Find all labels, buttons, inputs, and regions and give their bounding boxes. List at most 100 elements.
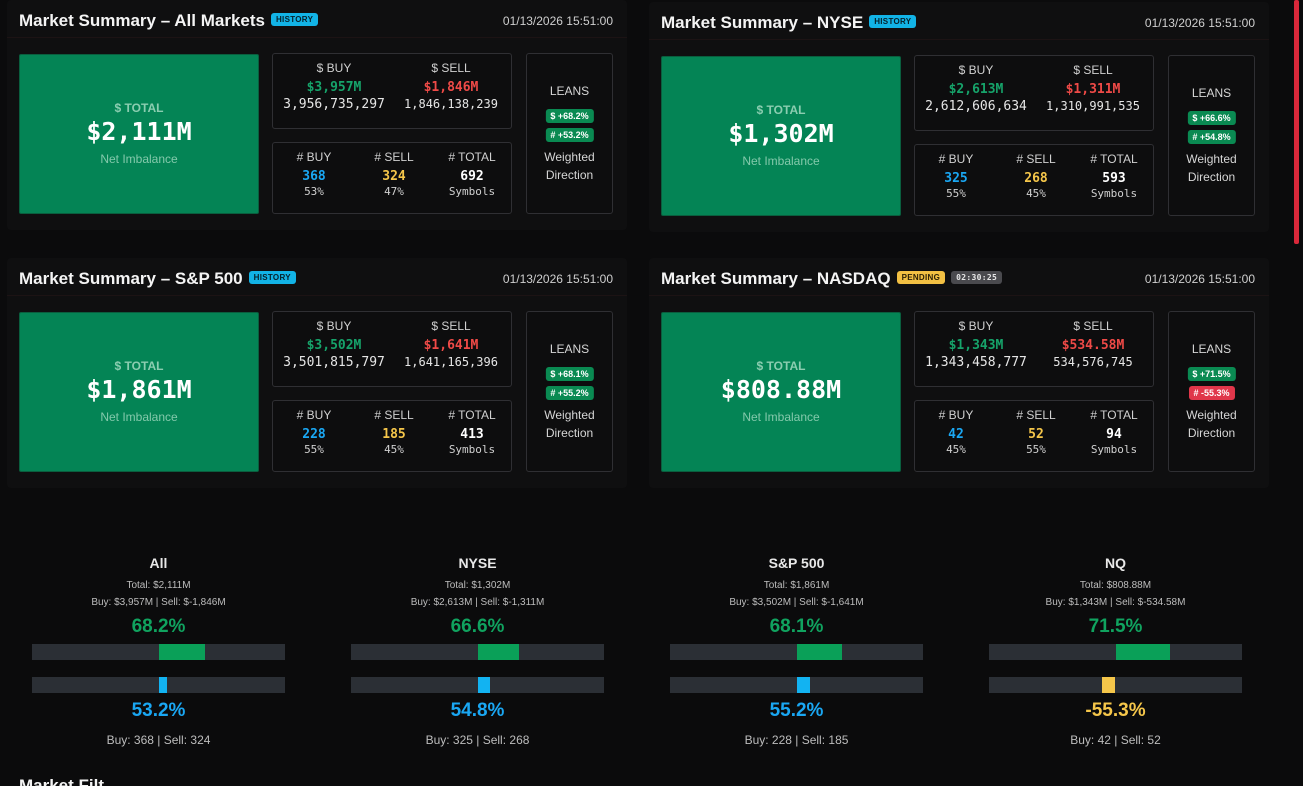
weighted-direction-label: Weighted Direction — [1169, 406, 1254, 442]
count-buy-column: # BUY 325 55% — [915, 152, 997, 200]
timestamp: 01/13/2026 15:51:00 — [502, 14, 613, 28]
total-label: $ TOTAL — [756, 359, 806, 373]
market-summary-panel: Market Summary – NASDAQ PENDING 02:30:25 01… — [649, 258, 1269, 488]
count-sell-column: # SELL 185 45% — [353, 408, 435, 456]
count-sell-label: # SELL — [1016, 152, 1056, 166]
dollar-buy-raw: 3,501,815,797 — [283, 355, 385, 370]
dollar-lean-pill: $ +66.6% — [1187, 111, 1236, 125]
net-imbalance-card[interactable]: $ TOTAL $2,111M Net Imbalance — [19, 54, 259, 214]
count-buy-label: # BUY — [938, 408, 974, 422]
gauge-counts: Buy: 228 | Sell: 185 — [744, 733, 849, 747]
count-sell-value: 324 — [382, 169, 406, 184]
timestamp: 01/13/2026 15:51:00 — [1144, 16, 1255, 30]
count-lean-bar — [32, 677, 285, 693]
leans-title: LEANS — [549, 84, 590, 98]
panel-title-text: Market Summary – S&P 500 — [19, 269, 243, 288]
count-lean-percent: 55.2% — [769, 700, 824, 721]
count-total-sub: Symbols — [1090, 187, 1138, 200]
gauge-title: All — [149, 555, 168, 571]
dollar-sell-value: $534.58M — [1061, 338, 1125, 353]
dollar-buy-value: $3,502M — [306, 338, 362, 353]
panel-title: Market Summary – NYSE HISTORY — [661, 13, 917, 33]
dollar-sell-column: $ SELL $1,846M 1,846,138,239 — [391, 61, 511, 111]
net-imbalance-card[interactable]: $ TOTAL $808.88M Net Imbalance — [661, 312, 901, 472]
count-lean-pill: # -55.3% — [1188, 386, 1235, 400]
leans-foot-line2: Direction — [1187, 170, 1236, 184]
total-value: $2,111M — [86, 117, 192, 146]
leans-title: LEANS — [1191, 342, 1232, 356]
lean-gauge: S&P 500 Total: $1,861M Buy: $3,502M | Sell… — [670, 555, 923, 755]
count-lean-fill — [477, 677, 490, 693]
timestamp: 01/13/2026 15:51:00 — [1144, 272, 1255, 286]
lean-gauge: All Total: $2,111M Buy: $3,957M | Sell: $-… — [32, 555, 285, 755]
dollar-lean-bar — [32, 644, 285, 660]
scrollbar-track[interactable] — [1292, 0, 1302, 786]
market-summary-panel: Market Summary – NYSE HISTORY 01/13/2026 1… — [649, 2, 1269, 232]
panel-title-text: Market Summary – NYSE — [661, 13, 864, 32]
panel-header: Market Summary – NYSE HISTORY 01/13/2026 1… — [649, 2, 1269, 40]
panel-title: Market Summary – NASDAQ PENDING 02:30:25 — [661, 269, 1003, 289]
count-sell-label: # SELL — [1016, 408, 1056, 422]
gauge-buy-sell: Buy: $3,957M | Sell: $-1,846M — [91, 597, 226, 608]
count-total-sub: Symbols — [1090, 443, 1138, 456]
count-sell-value: 185 — [382, 427, 406, 442]
dollar-sell-raw: 534,576,745 — [1053, 355, 1133, 369]
count-sell-sub: 47% — [384, 185, 404, 198]
count-buy-sell-box: # BUY 42 45% # SELL 52 55% # TOTAL 94 Symbols — [914, 400, 1154, 472]
gauge-title: S&P 500 — [768, 555, 825, 571]
count-buy-value: 368 — [302, 169, 326, 184]
net-imbalance-card[interactable]: $ TOTAL $1,302M Net Imbalance — [661, 56, 901, 216]
net-imbalance-label: Net Imbalance — [742, 410, 820, 424]
count-buy-sell-box: # BUY 325 55% # SELL 268 45% # TOTAL 593 Symbols — [914, 144, 1154, 216]
count-buy-sell-box: # BUY 228 55% # SELL 185 45% # TOTAL 413 Symbols — [272, 400, 512, 472]
dollar-buy-label: $ BUY — [958, 63, 994, 77]
panel-title-text: Market Summary – NASDAQ — [661, 269, 891, 288]
count-sell-label: # SELL — [374, 408, 414, 422]
count-lean-percent: 53.2% — [131, 700, 186, 721]
gauge-counts: Buy: 42 | Sell: 52 — [1070, 733, 1161, 747]
count-total-sub: Symbols — [448, 185, 496, 198]
gauge-total: Total: $1,861M — [763, 580, 830, 591]
dollar-buy-column: $ BUY $3,957M 3,956,735,297 — [273, 61, 395, 112]
count-lean-pill: # +55.2% — [545, 386, 594, 400]
count-sell-sub: 45% — [1026, 187, 1046, 200]
market-summary-panel: Market Summary – S&P 500 HISTORY 01/13/202… — [7, 258, 627, 488]
count-sell-label: # SELL — [374, 150, 414, 164]
gauge-buy-sell: Buy: $2,613M | Sell: $-1,311M — [410, 597, 545, 608]
dollar-sell-column: $ SELL $534.58M 534,576,745 — [1033, 319, 1153, 369]
dollar-buy-sell-box: $ BUY $1,343M 1,343,458,777 $ SELL $534.58M 5… — [914, 311, 1154, 387]
leans-foot-line1: Weighted — [544, 408, 595, 422]
dollar-lean-pill: $ +68.1% — [545, 367, 594, 381]
dollar-lean-fill — [796, 644, 843, 660]
panel-title: Market Summary – All Markets HISTORY — [19, 11, 319, 31]
gauge-counts: Buy: 325 | Sell: 268 — [425, 733, 530, 747]
market-filters-title: Market Filt — [19, 776, 105, 786]
leans-box: LEANS $ +68.1% # +55.2% Weighted Direction — [526, 311, 613, 472]
count-buy-value: 228 — [302, 427, 326, 442]
count-total-value: 593 — [1102, 171, 1126, 186]
status-badge: HISTORY — [869, 15, 917, 29]
net-imbalance-label: Net Imbalance — [100, 410, 178, 424]
net-imbalance-card[interactable]: $ TOTAL $1,861M Net Imbalance — [19, 312, 259, 472]
count-buy-column: # BUY 42 45% — [915, 408, 997, 456]
market-summary-panel: Market Summary – All Markets HISTORY 01/13… — [7, 0, 627, 230]
scrollbar-thumb[interactable] — [1294, 0, 1299, 244]
dollar-buy-label: $ BUY — [958, 319, 994, 333]
countdown-timer: 02:30:25 — [951, 271, 1003, 285]
total-label: $ TOTAL — [114, 359, 164, 373]
count-sell-column: # SELL 268 45% — [995, 152, 1077, 200]
count-buy-sell-box: # BUY 368 53% # SELL 324 47% # TOTAL 692 Symbols — [272, 142, 512, 214]
total-label: $ TOTAL — [756, 103, 806, 117]
dollar-lean-pill: $ +71.5% — [1187, 367, 1236, 381]
panel-header: Market Summary – NASDAQ PENDING 02:30:25 01… — [649, 258, 1269, 296]
count-total-value: 94 — [1106, 427, 1122, 442]
count-lean-fill — [1102, 677, 1116, 693]
dollar-sell-label: $ SELL — [1073, 319, 1113, 333]
count-sell-value: 52 — [1028, 427, 1044, 442]
dollar-sell-label: $ SELL — [431, 61, 471, 75]
gauge-title: NYSE — [458, 555, 497, 571]
count-total-column: # TOTAL 593 Symbols — [1073, 152, 1155, 200]
dollar-buy-raw: 3,956,735,297 — [283, 97, 385, 112]
count-total-label: # TOTAL — [448, 408, 496, 422]
dollar-sell-raw: 1,641,165,396 — [404, 355, 498, 369]
